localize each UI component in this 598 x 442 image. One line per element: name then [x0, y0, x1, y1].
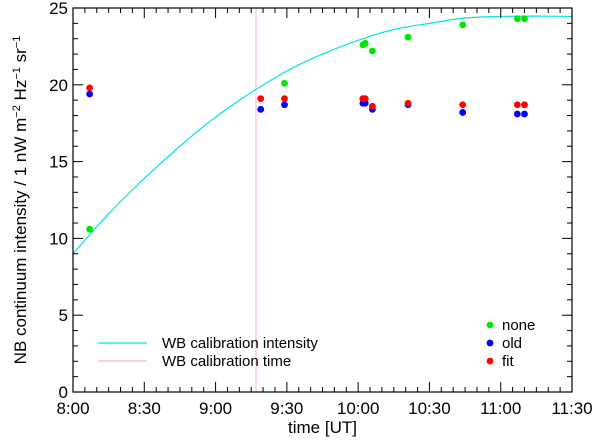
y-tick-label: 0 — [59, 383, 68, 402]
point-fit — [257, 95, 265, 103]
point-none — [86, 225, 94, 233]
point-none — [521, 15, 528, 23]
y-tick-label: 20 — [49, 76, 68, 95]
y-tick-label: 25 — [49, 0, 68, 18]
ticks: 8:00 8:30 9:00 9:30 10:00 10:30 11:00 11:30 0 5 10… — [49, 0, 593, 418]
x-tick-label: 10:00 — [337, 399, 380, 418]
legend-point-none — [486, 321, 494, 329]
y-axis-label-part: sr — [11, 48, 30, 67]
y-tick-label: 5 — [59, 306, 68, 325]
point-fit — [281, 95, 288, 103]
point-old — [513, 110, 521, 118]
point-none — [369, 47, 376, 55]
point-none — [361, 39, 369, 47]
calibration-intensity-curve — [73, 15, 572, 255]
plot-inner — [73, 8, 572, 392]
point-old — [257, 105, 265, 113]
legend-point-old — [486, 339, 494, 347]
x-tick-label: 8:00 — [56, 399, 89, 418]
point-fit — [369, 102, 376, 110]
legend-point-fit — [486, 357, 494, 365]
x-tick-label: 9:30 — [270, 399, 303, 418]
y-axis-label-part: −1 — [11, 67, 23, 80]
point-fit — [521, 101, 528, 109]
y-axis-label-part: Hz — [11, 80, 30, 106]
point-none — [459, 21, 467, 29]
y-axis-label-part: −1 — [11, 36, 23, 49]
x-tick-label: 11:30 — [551, 399, 592, 418]
point-fit — [404, 99, 412, 107]
y-axis-label: NB continuum intensity / 1 nW m−2 Hz−1 s… — [11, 36, 30, 365]
y-axis-label-part: −2 — [11, 105, 23, 118]
point-none — [513, 15, 521, 23]
y-tick-label: 10 — [49, 229, 68, 248]
axes-frame — [72, 7, 573, 393]
point-old — [459, 109, 467, 116]
point-old — [521, 110, 528, 118]
point-none — [281, 79, 288, 87]
legend-point-label: old — [502, 335, 522, 352]
x-tick-label: 8:30 — [128, 399, 161, 418]
y-tick-label: 15 — [49, 153, 68, 172]
x-tick-label: 9:00 — [199, 399, 232, 418]
point-old — [86, 90, 94, 98]
x-tick-label: 10:30 — [408, 399, 451, 418]
plot-frame — [72, 7, 573, 393]
point-fit — [86, 84, 94, 92]
legend-point-label: none — [502, 317, 535, 334]
legend-line-label: WB calibration intensity — [162, 335, 318, 352]
x-axis-label: time [UT] — [288, 418, 357, 437]
plot-content — [73, 8, 572, 392]
point-fit — [513, 101, 521, 109]
legend-line-label: WB calibration time — [162, 353, 291, 370]
point-none — [404, 33, 412, 41]
legend-point-label: fit — [502, 353, 515, 370]
point-fit — [361, 95, 369, 103]
y-axis-label-part: NB continuum intensity / 1 nW m — [11, 118, 30, 365]
x-tick-label: 11:00 — [480, 399, 521, 418]
point-old — [281, 101, 288, 109]
point-fit — [459, 101, 467, 109]
